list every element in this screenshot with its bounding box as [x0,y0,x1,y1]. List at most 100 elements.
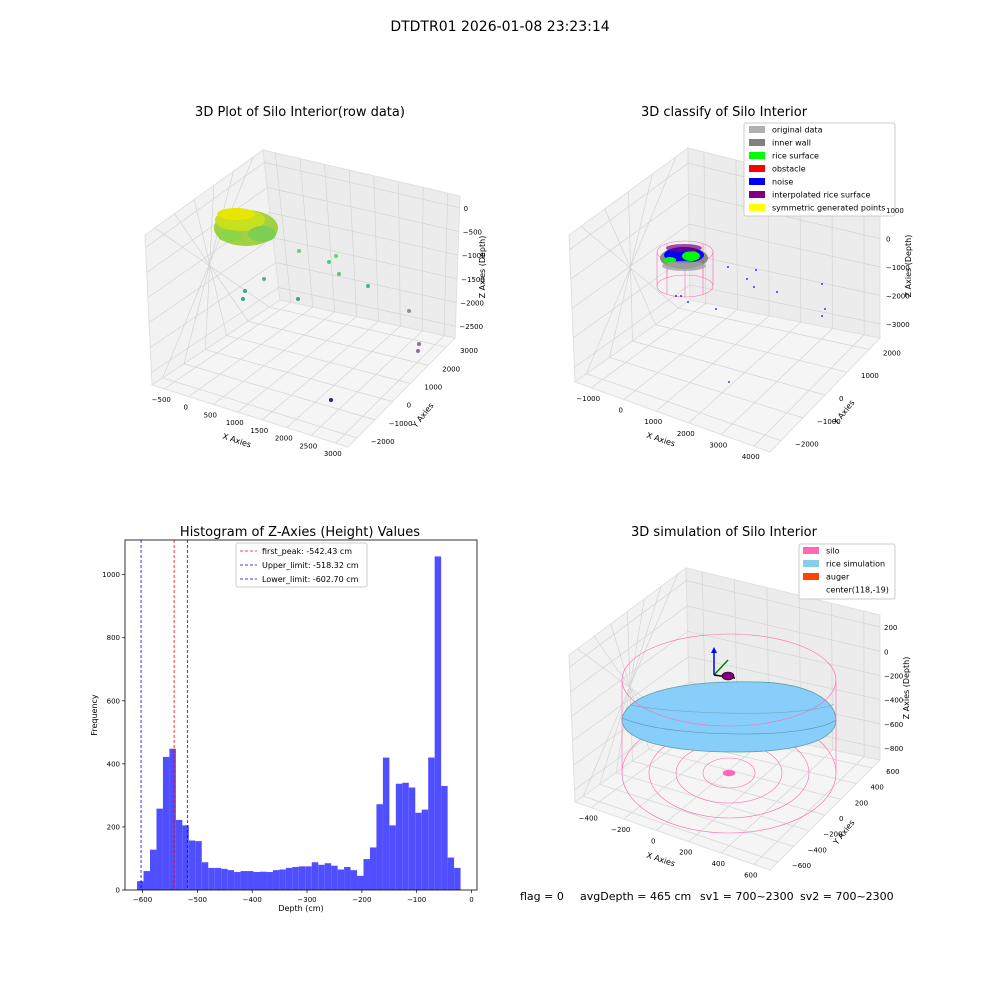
gridline-z [270,212,458,256]
gridline-y [205,349,393,402]
gridline-z [687,630,881,676]
histogram-bar [318,864,325,890]
histogram-title: Histogram of Z-Axies (Height) Values [180,525,420,540]
x-tick-label: 400 [712,860,725,868]
gridline-y-side [193,199,228,336]
x-tick-label: −1000 [576,395,600,403]
gridline-y [247,320,429,366]
classify-3d-ylabel: Y Axies [831,398,857,427]
gridline-z [264,162,460,209]
y-tick-label: 0 [407,402,411,410]
gridline-y [183,363,375,421]
x-tick-label: −500 [152,396,171,404]
classify-legend-entries: original data inner wall rice surface obsta… [749,126,885,213]
z-tick-label: −200 [884,672,903,680]
x-tick-label: −400 [243,896,262,904]
legend-swatch [803,560,819,567]
footer-avg-depth: avgDepth = 465 cm [580,890,691,903]
gridline-y [655,324,848,373]
x-tick-label: 2000 [677,430,695,438]
y-tick-label: 1000 [102,571,120,579]
gridline-x [237,316,357,413]
footer-flag: flag = 0 [520,890,564,903]
legend-label: auger [826,573,850,582]
y-tick-label: −600 [792,862,811,870]
legend-label: silo [826,547,840,556]
gridline-y-side [154,227,270,308]
gridline-z-side [572,656,689,742]
raw-3d-xlabel: X Axies [221,432,252,450]
raw-data-point [366,284,370,288]
noise-point [821,283,823,285]
noise-point [753,286,755,288]
z-tick-label: 200 [884,624,897,632]
raw-data-point [296,297,300,301]
histogram-bar [389,825,396,890]
noise-point [728,381,730,383]
y-tick-label: 1000 [861,372,879,380]
histogram-vlines [140,540,188,890]
y-tick-label: 400 [107,760,120,768]
legend-label: original data [772,126,823,135]
gridline-z [278,287,456,327]
gridline-y [226,335,411,384]
y-tick-label: −200 [823,831,842,839]
gridline-y [583,795,778,863]
legend-label: Upper_limit: -518.32 cm [262,561,359,570]
gridline-y-side [204,185,215,350]
histogram-bar [234,872,241,890]
legend-label: first_peak: -542.43 cm [262,547,352,556]
histogram-bar [395,783,403,890]
histogram-bar [408,787,416,890]
x-tick-label: 2000 [275,435,293,443]
legend-swatch [749,139,765,146]
legend-swatch [803,573,819,580]
histogram-bar [357,875,364,890]
x-tick-label: 600 [744,871,757,879]
gridline-y [269,306,447,348]
y-tick-label: 400 [870,784,883,792]
gridline-z [686,580,881,628]
panel-raw-3d: 3D Plot of Silo Interior(row data) −5000… [144,105,487,458]
histogram-bar [214,867,222,890]
noise-point [746,278,748,280]
y-tick-label: 200 [107,823,120,831]
z-tick-label: −400 [884,697,903,705]
x-tick-label: 0 [619,407,623,415]
z-tick-label: 0 [886,236,890,244]
raw-data-point [334,254,338,258]
gridline-y [162,377,358,439]
z-tick-label: −1000 [886,264,910,272]
noise-point [776,291,778,293]
simulation-3d-auger [711,647,736,681]
histogram-bar [272,870,280,890]
classify-3d-y-ticks: −2000 −1000 0 1000 2000 [795,349,901,448]
histogram-frame [124,539,478,891]
gridline-y [648,748,841,800]
histogram-bar [221,868,228,890]
histogram-bar [247,871,254,890]
z-tick-label: −1500 [461,276,485,284]
x-tick-label: 0 [651,837,655,845]
x-tick-label: 4000 [742,453,760,461]
raw-3d-x-ticks: −500 0 500 1000 1500 2000 2500 3000 [152,396,342,458]
noise-point [824,308,826,310]
legend-swatch [749,126,765,133]
histogram-bar [150,849,157,890]
y-tick-label: 1000 [424,383,442,391]
x-tick-label: −200 [611,826,630,834]
simulation-3d-silo-top [621,633,837,773]
z-tick-label: −800 [884,745,903,753]
gridline-z-side [571,223,690,309]
raw-data-point [243,289,247,293]
raw-data-point [416,349,420,353]
simulation-3d-title: 3D simulation of Silo Interior [631,525,818,540]
y-tick-label: −1000 [817,418,841,426]
x-tick-label: 0 [469,896,473,904]
legend-label: noise [772,178,793,187]
gridline-x [335,335,445,444]
x-tick-label: −500 [188,896,207,904]
raw-3d-points [241,249,421,402]
raw-3d-surface-cloud [214,208,278,246]
legend-swatch [749,191,765,198]
